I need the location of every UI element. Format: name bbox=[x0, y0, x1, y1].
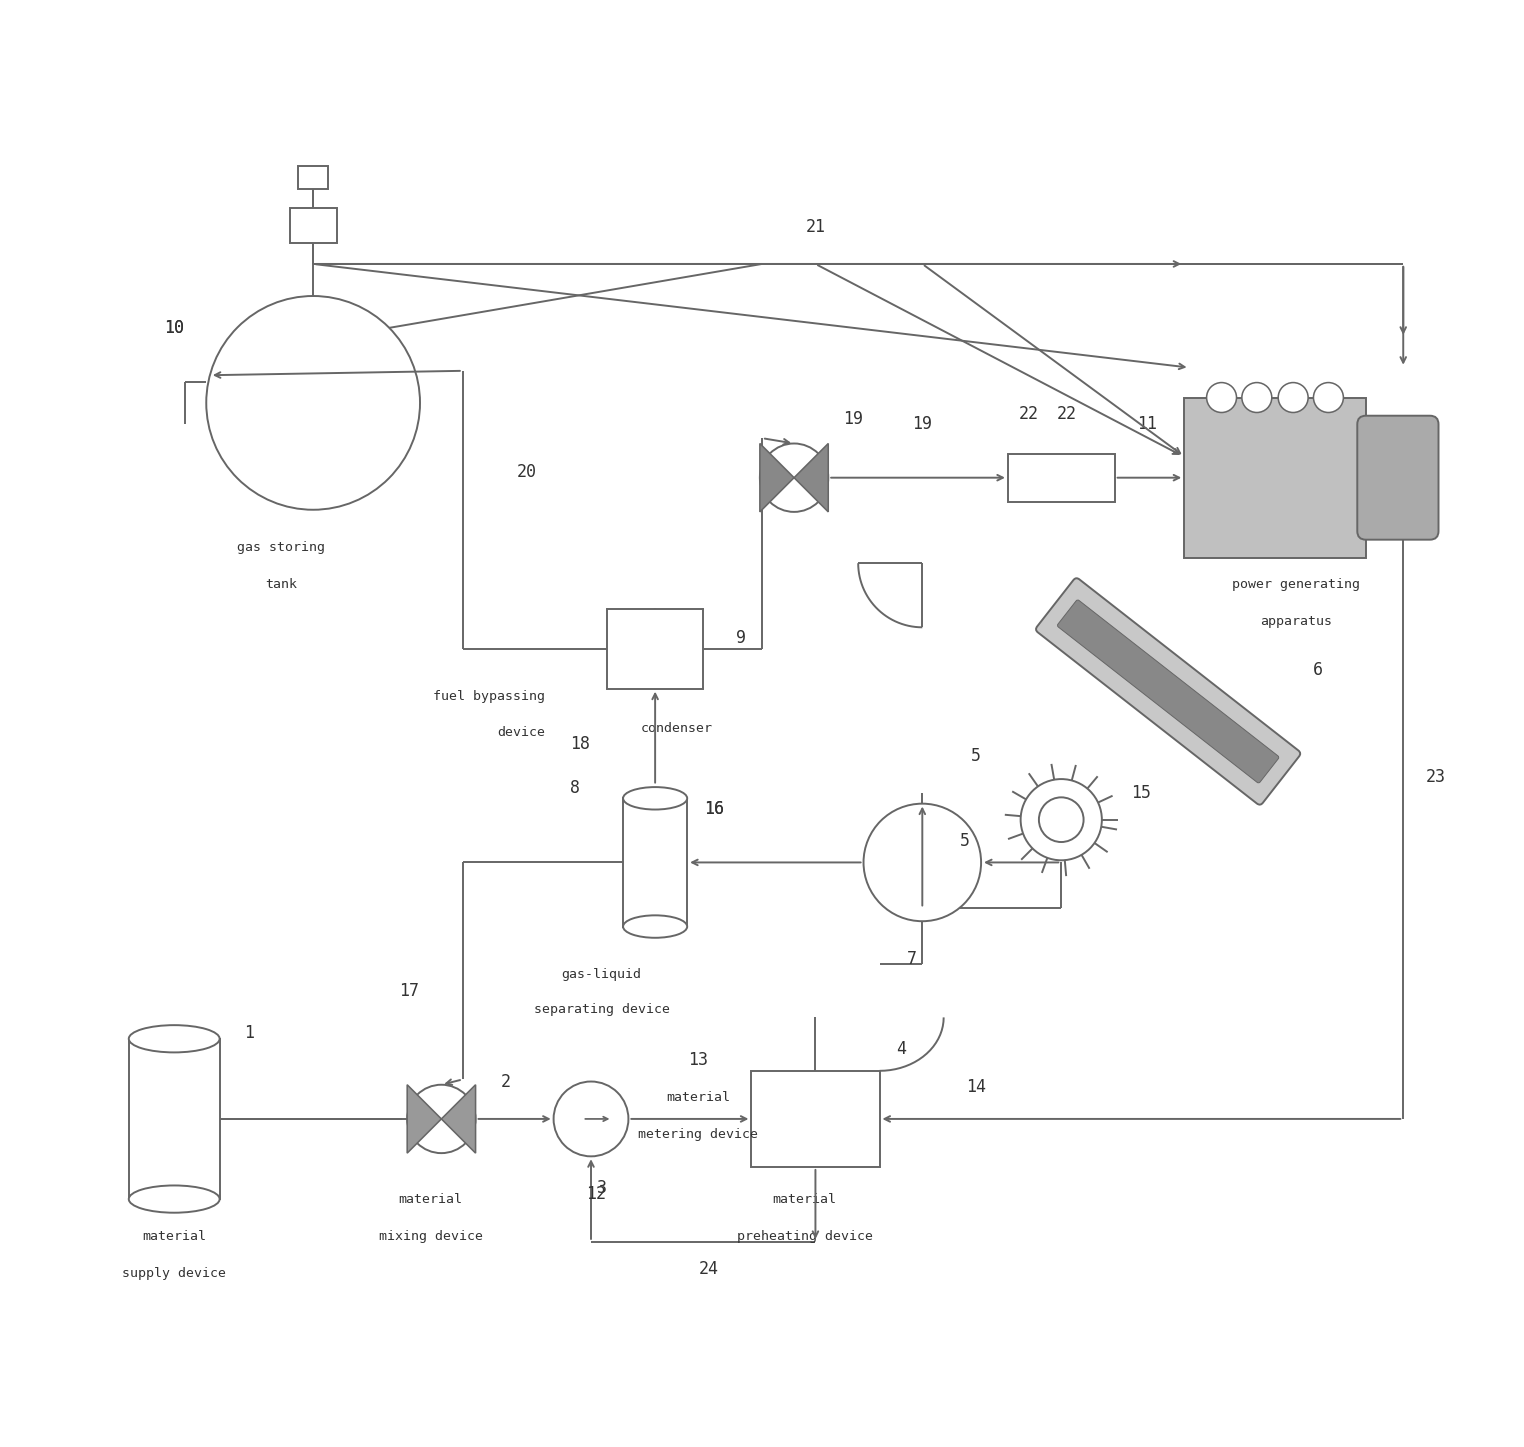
Bar bbox=[607, 609, 703, 689]
Bar bbox=[128, 1039, 219, 1200]
Text: 5: 5 bbox=[971, 747, 981, 764]
Text: material: material bbox=[666, 1091, 730, 1104]
Ellipse shape bbox=[623, 916, 687, 938]
Bar bbox=[1184, 398, 1366, 559]
Polygon shape bbox=[794, 443, 828, 512]
Text: 12: 12 bbox=[587, 1185, 607, 1202]
Bar bbox=[290, 208, 337, 243]
Ellipse shape bbox=[128, 1185, 219, 1213]
Text: preheating device: preheating device bbox=[736, 1230, 873, 1243]
Circle shape bbox=[407, 1085, 475, 1153]
Bar bbox=[623, 799, 687, 926]
Text: 18: 18 bbox=[570, 735, 590, 752]
Circle shape bbox=[1207, 382, 1236, 412]
Text: 22: 22 bbox=[1020, 405, 1039, 423]
Text: 4: 4 bbox=[896, 1040, 905, 1058]
FancyBboxPatch shape bbox=[1058, 601, 1279, 783]
Text: gas-liquid: gas-liquid bbox=[562, 968, 642, 981]
Circle shape bbox=[206, 297, 421, 509]
Text: 6: 6 bbox=[1312, 661, 1323, 679]
Text: 19: 19 bbox=[843, 410, 863, 428]
Bar bbox=[751, 1071, 879, 1168]
Text: supply device: supply device bbox=[122, 1268, 226, 1281]
Text: 8: 8 bbox=[570, 778, 581, 797]
Text: 19: 19 bbox=[913, 415, 933, 433]
Text: 7: 7 bbox=[907, 949, 916, 968]
Circle shape bbox=[553, 1081, 628, 1156]
Polygon shape bbox=[760, 443, 794, 512]
Ellipse shape bbox=[623, 787, 687, 809]
Polygon shape bbox=[442, 1085, 475, 1153]
Text: 15: 15 bbox=[1131, 784, 1152, 802]
Text: separating device: separating device bbox=[533, 1003, 669, 1016]
Text: 2: 2 bbox=[500, 1072, 511, 1091]
Text: material: material bbox=[773, 1192, 837, 1205]
Text: 10: 10 bbox=[165, 320, 184, 337]
Text: 5: 5 bbox=[960, 832, 971, 849]
Text: 1: 1 bbox=[244, 1024, 255, 1042]
Circle shape bbox=[1314, 382, 1343, 412]
Text: condenser: condenser bbox=[640, 722, 713, 735]
Text: 13: 13 bbox=[687, 1051, 707, 1069]
Circle shape bbox=[1021, 778, 1102, 861]
Text: mixing device: mixing device bbox=[378, 1230, 483, 1243]
Text: 21: 21 bbox=[806, 217, 826, 236]
Text: tank: tank bbox=[265, 577, 297, 590]
Text: metering device: metering device bbox=[639, 1129, 757, 1142]
Circle shape bbox=[1279, 382, 1308, 412]
Text: 17: 17 bbox=[399, 981, 419, 1000]
Text: material: material bbox=[142, 1230, 206, 1243]
Text: 9: 9 bbox=[736, 629, 745, 647]
Circle shape bbox=[1242, 382, 1273, 412]
Text: 16: 16 bbox=[704, 800, 724, 818]
Text: 14: 14 bbox=[966, 1078, 986, 1095]
Text: 20: 20 bbox=[517, 463, 536, 482]
Text: device: device bbox=[497, 725, 546, 738]
Text: 10: 10 bbox=[165, 320, 184, 337]
Circle shape bbox=[864, 803, 981, 922]
FancyBboxPatch shape bbox=[1358, 415, 1439, 540]
Polygon shape bbox=[407, 1085, 442, 1153]
Circle shape bbox=[1039, 797, 1084, 842]
Text: 11: 11 bbox=[1137, 415, 1157, 433]
Text: fuel bypassing: fuel bypassing bbox=[433, 690, 546, 703]
Text: 16: 16 bbox=[704, 800, 724, 818]
Text: 3: 3 bbox=[597, 1179, 607, 1198]
Text: 24: 24 bbox=[698, 1259, 718, 1278]
Text: 22: 22 bbox=[1056, 405, 1076, 423]
FancyBboxPatch shape bbox=[1036, 579, 1300, 805]
Text: material: material bbox=[399, 1192, 463, 1205]
Text: 23: 23 bbox=[1425, 768, 1445, 786]
Bar bbox=[1007, 454, 1114, 502]
Text: gas storing: gas storing bbox=[238, 541, 325, 554]
Bar bbox=[299, 165, 328, 190]
Text: apparatus: apparatus bbox=[1260, 615, 1332, 628]
Text: power generating: power generating bbox=[1233, 577, 1361, 590]
Circle shape bbox=[760, 443, 828, 512]
Ellipse shape bbox=[128, 1024, 219, 1052]
